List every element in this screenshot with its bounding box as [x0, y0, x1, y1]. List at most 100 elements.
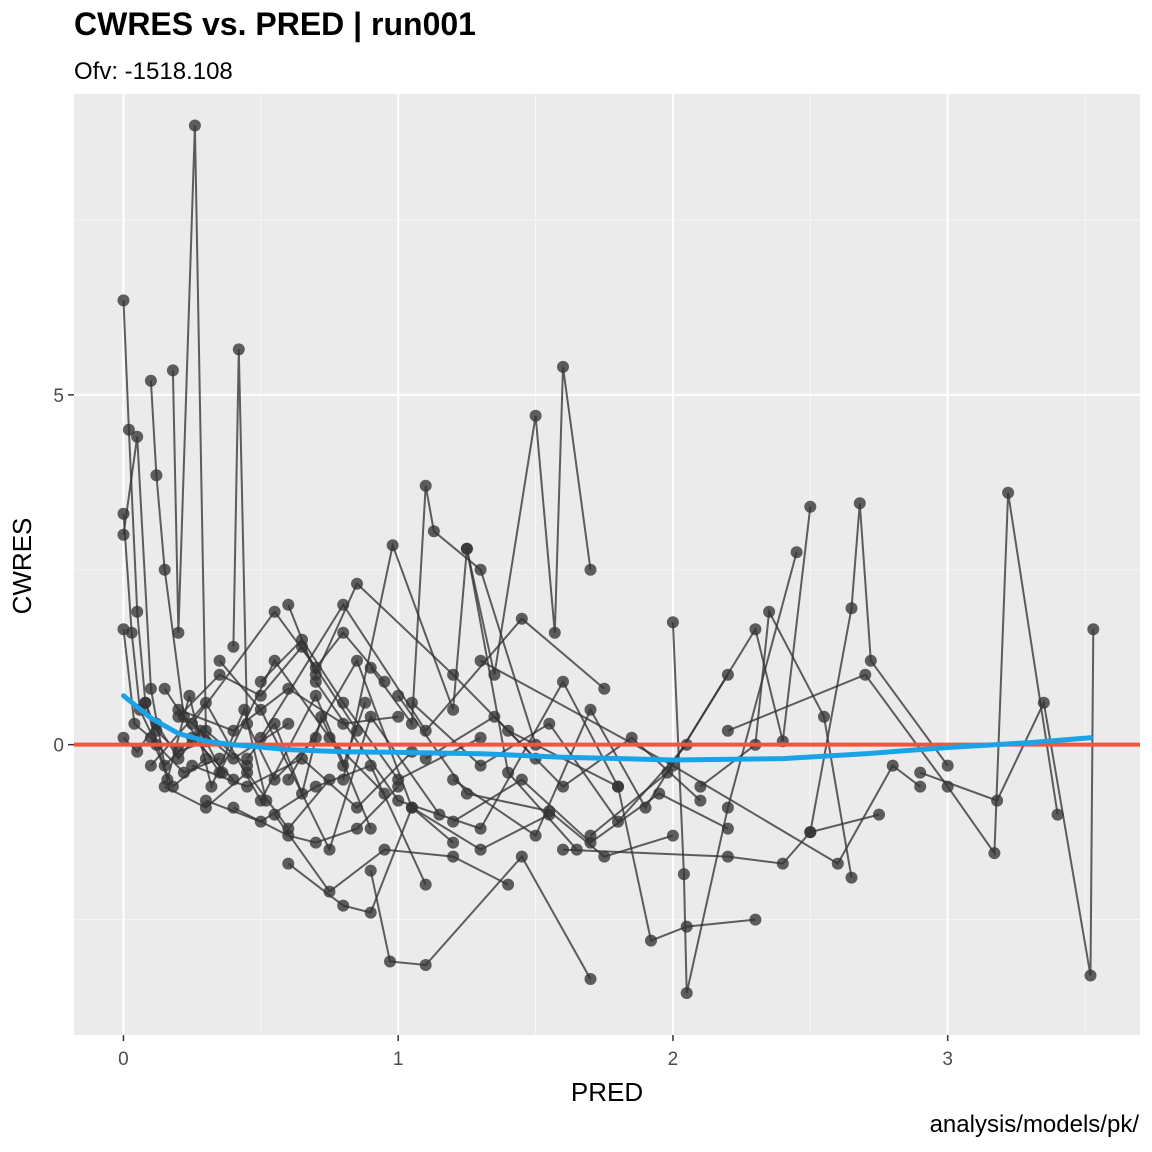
data-point	[680, 987, 693, 999]
data-point	[831, 857, 844, 870]
data-point	[598, 682, 611, 695]
data-point	[694, 794, 707, 807]
data-point	[1002, 486, 1015, 499]
data-point	[351, 822, 363, 835]
data-point	[359, 696, 372, 709]
data-point	[864, 654, 877, 667]
data-point	[172, 752, 185, 765]
data-point	[859, 668, 872, 681]
data-point	[460, 787, 473, 800]
data-point	[117, 731, 130, 744]
data-point	[364, 906, 377, 919]
data-point	[241, 766, 254, 779]
data-point	[392, 780, 405, 793]
data-point	[570, 843, 583, 856]
data-point	[144, 759, 157, 772]
data-point	[680, 920, 693, 933]
data-point	[1084, 969, 1097, 982]
data-points	[117, 119, 1100, 999]
data-point	[845, 871, 858, 884]
data-point	[991, 794, 1004, 807]
data-point	[419, 479, 432, 492]
data-point	[364, 710, 377, 723]
data-point	[282, 822, 295, 835]
data-point	[405, 717, 418, 730]
data-point	[853, 497, 866, 510]
data-point	[282, 857, 295, 870]
data-point	[515, 773, 528, 786]
data-point	[216, 766, 229, 779]
series-line	[727, 492, 1059, 857]
data-point	[144, 731, 157, 744]
data-point	[337, 696, 350, 709]
data-point	[260, 794, 273, 807]
data-point	[914, 780, 927, 793]
axis-ticks: 0 1 2 3 0 5	[53, 386, 953, 1070]
data-point	[515, 612, 528, 625]
data-point	[405, 696, 418, 709]
data-point	[186, 717, 199, 730]
data-point	[625, 731, 638, 744]
chart-title: CWRES vs. PRED | run001	[74, 6, 476, 42]
data-point	[721, 668, 734, 681]
chart-subtitle: Ofv: -1518.108	[74, 58, 233, 85]
data-point	[529, 829, 542, 842]
data-point	[653, 787, 666, 800]
data-point	[818, 710, 830, 723]
data-point	[612, 815, 624, 828]
data-point	[351, 801, 363, 814]
data-point	[268, 773, 281, 786]
data-point	[296, 787, 308, 800]
data-point	[474, 759, 487, 772]
data-point	[419, 724, 432, 737]
data-point	[351, 654, 363, 667]
data-point	[645, 934, 657, 947]
data-point	[122, 423, 135, 436]
plot-panel	[74, 94, 1140, 1035]
data-point	[804, 500, 817, 513]
data-point	[183, 689, 196, 702]
data-point	[268, 717, 281, 730]
data-point	[131, 430, 144, 443]
data-point	[666, 829, 679, 842]
data-point	[117, 294, 130, 307]
data-point	[296, 752, 308, 765]
data-point	[460, 542, 473, 555]
data-point	[721, 801, 734, 814]
data-point	[557, 843, 569, 856]
data-point	[427, 525, 440, 538]
data-point	[254, 731, 267, 744]
data-point	[227, 640, 240, 653]
data-point	[131, 745, 144, 758]
data-point	[323, 885, 336, 898]
data-point	[254, 689, 267, 702]
data-point	[213, 668, 226, 681]
data-point	[886, 759, 899, 772]
data-point	[405, 801, 418, 814]
data-point	[282, 598, 295, 611]
data-point	[378, 787, 391, 800]
data-point	[364, 759, 377, 772]
data-point	[433, 808, 446, 821]
data-point	[364, 864, 377, 877]
data-point	[721, 822, 734, 835]
data-point	[213, 654, 226, 667]
series-line	[246, 702, 367, 797]
data-point	[254, 815, 267, 828]
data-point	[323, 843, 336, 856]
series-line	[149, 380, 289, 760]
data-point	[241, 717, 254, 730]
data-point	[1037, 696, 1050, 709]
data-point	[172, 710, 185, 723]
data-point	[232, 343, 245, 356]
data-point	[474, 822, 487, 835]
data-point	[721, 724, 734, 737]
data-point	[282, 682, 295, 695]
data-point	[557, 780, 569, 793]
data-point	[378, 675, 391, 688]
data-point	[337, 626, 350, 639]
data-point	[144, 682, 157, 695]
data-point	[351, 724, 363, 737]
data-point	[1051, 808, 1064, 821]
